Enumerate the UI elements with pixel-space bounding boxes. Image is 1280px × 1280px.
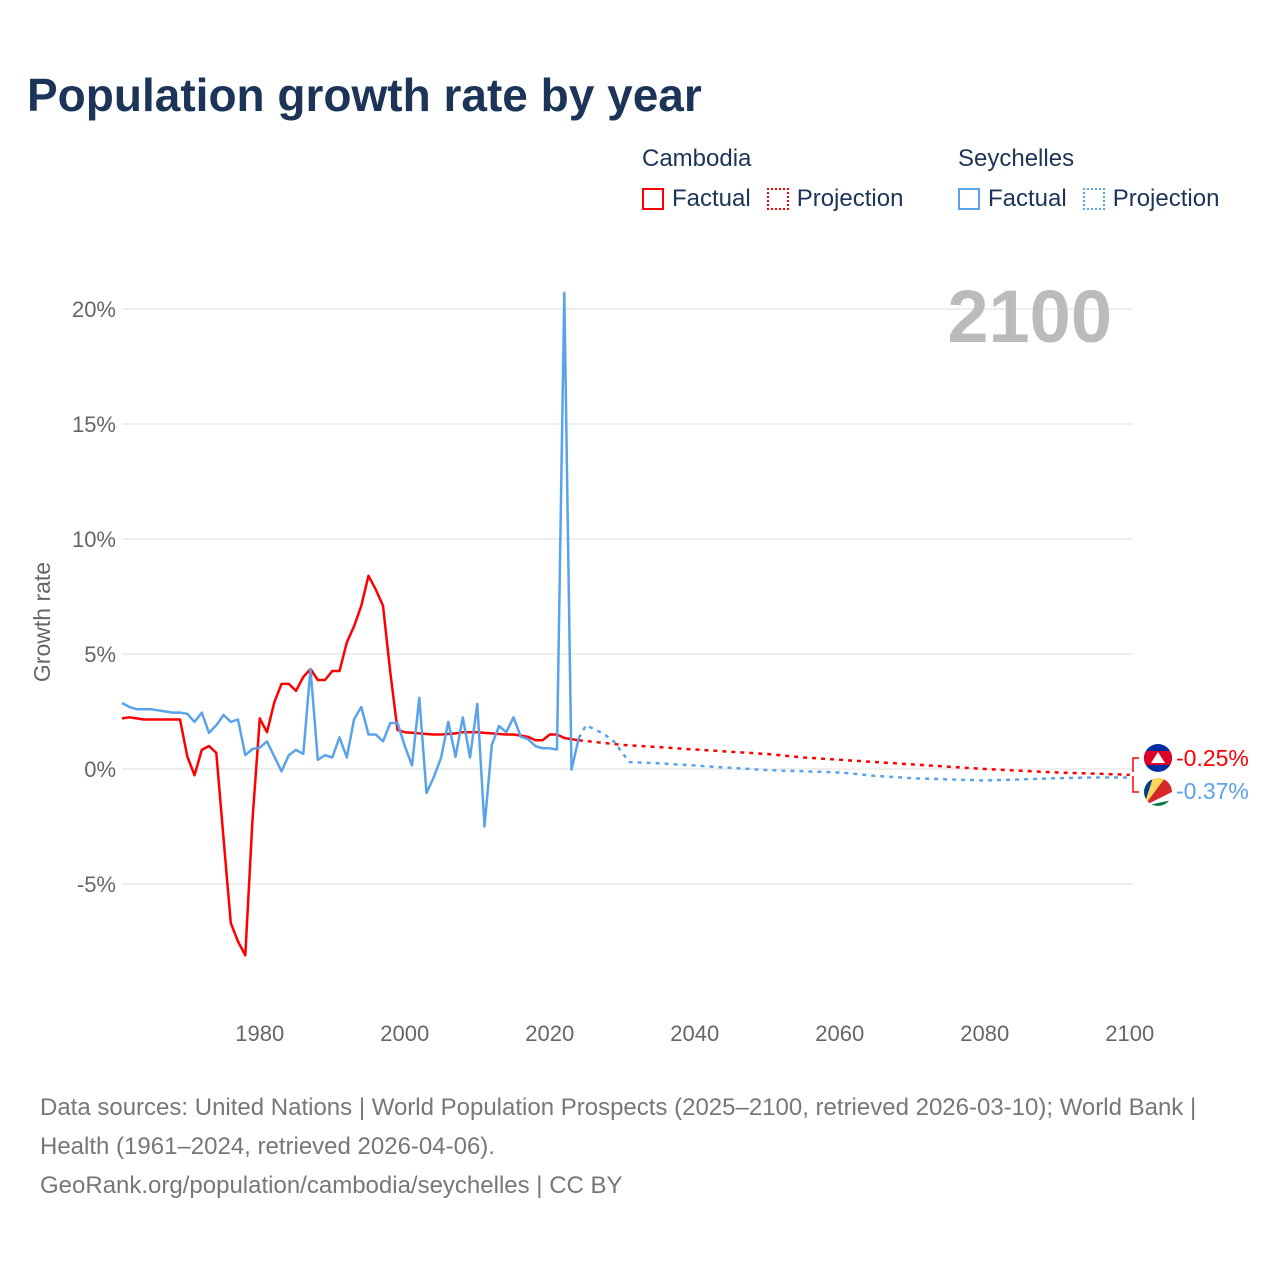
cambodia-factual-line [121,574,580,957]
legend-label: Projection [796,185,904,212]
x-tick-label: 2080 [960,1021,1009,1046]
factual-swatch-icon [642,188,664,210]
year-watermark: 2100 [947,275,1112,358]
legend-item-seychelles-factual[interactable]: Factual [958,185,1067,213]
legend-item-cambodia-factual[interactable]: Factual [642,185,751,213]
legend-label: Factual [988,185,1067,212]
legend-seychelles: Seychelles Factual Projection [958,145,1235,213]
cambodia-end-value: -0.25% [1176,745,1249,771]
projection-swatch-icon [766,188,789,210]
seychelles-factual-line [121,291,581,828]
legend-group-label: Cambodia [642,145,752,172]
y-tick-label: 5% [84,642,116,667]
x-tick-label: 2020 [525,1021,574,1046]
legend-cambodia: Cambodia Factual Projection [642,145,919,213]
x-tick-label: 2000 [380,1021,429,1046]
chart-plot: -5% 0% 5% 10% 15% 20% 1980 2000 2020 2040 2060 2080… [29,275,1249,1046]
y-axis-label: Growth rate [29,562,55,682]
y-tick-label: 10% [72,527,116,552]
footer: Data sources: United Nations | World Pop… [40,1088,1240,1205]
y-tick-label: 15% [72,412,116,437]
legend-label: Factual [672,185,751,212]
seychelles-end-value: -0.37% [1176,778,1249,804]
y-tick-label: 0% [84,757,116,782]
seychelles-flag-icon [1144,778,1172,806]
projection-swatch-icon [1082,188,1105,210]
cambodia-projection-line [578,739,1130,777]
x-tick-label: 1980 [235,1021,284,1046]
seychelles-projection-line [577,724,1130,782]
y-tick-label: 20% [72,297,116,322]
end-connector [1132,757,1139,793]
y-tick-label: -5% [77,872,116,897]
legend-group-label: Seychelles [958,145,1075,172]
data-sources: Data sources: United Nations | World Pop… [40,1094,1197,1160]
x-tick-label: 2100 [1105,1021,1154,1046]
legend-label: Projection [1112,185,1220,212]
factual-swatch-icon [958,188,980,210]
chart-title: Population growth rate by year [27,69,702,121]
x-tick-label: 2040 [670,1021,719,1046]
cambodia-flag-icon [1144,744,1172,772]
legend-item-seychelles-projection[interactable]: Projection [1082,185,1220,213]
source-url[interactable]: GeoRank.org/population/cambodia/seychell… [40,1172,623,1199]
legend-item-cambodia-projection[interactable]: Projection [766,185,904,213]
x-tick-label: 2060 [815,1021,864,1046]
